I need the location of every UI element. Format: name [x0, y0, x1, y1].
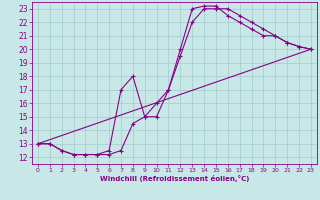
- X-axis label: Windchill (Refroidissement éolien,°C): Windchill (Refroidissement éolien,°C): [100, 175, 249, 182]
